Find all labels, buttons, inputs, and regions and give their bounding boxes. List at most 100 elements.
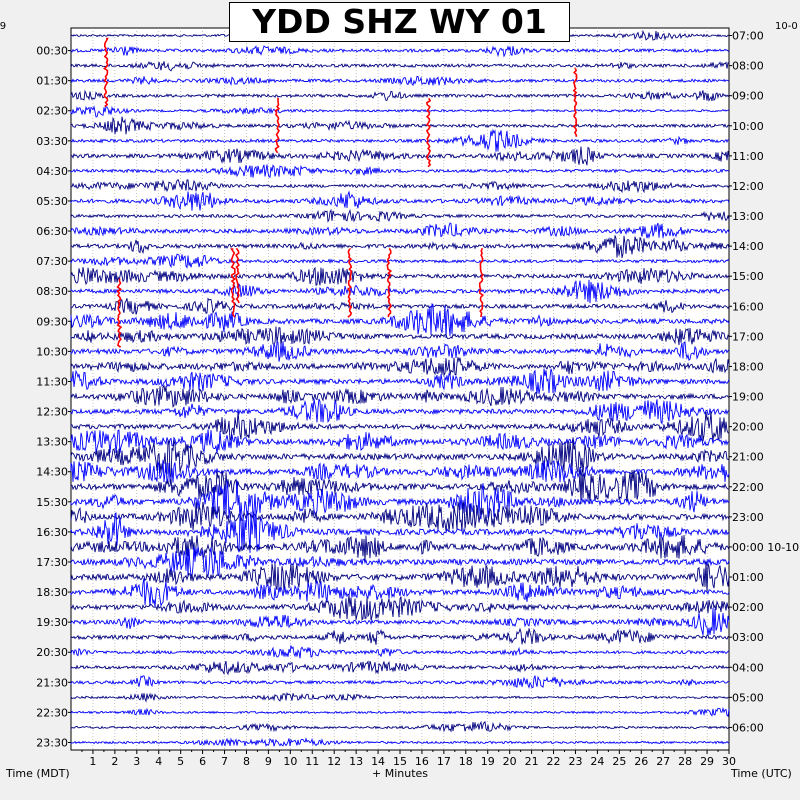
seismic-trace	[70, 660, 730, 676]
x-tick-label: 20	[503, 755, 517, 768]
x-tick-label: 23	[568, 755, 582, 768]
left-tick-label: 10:30	[36, 345, 68, 358]
right-tick-label: 04:00	[732, 661, 764, 674]
x-tick-label: 4	[155, 755, 162, 768]
seismic-trace	[70, 501, 730, 532]
x-tick-label: 10	[283, 755, 297, 768]
event-marker	[116, 278, 123, 348]
seismic-trace	[70, 128, 729, 152]
seismic-trace	[70, 75, 730, 87]
seismic-trace	[70, 429, 730, 454]
left-tick-label: 21:30	[36, 676, 68, 689]
event-markers	[103, 37, 578, 348]
left-tick-label: 07:30	[36, 255, 68, 268]
axis-tick-labels: 1 2 3 4 5 6 7 8 9 10 11 12 13 14 15 16 17 18 19 20 21 22 23 24 2…	[36, 30, 799, 768]
left-tick-label: 11:30	[36, 375, 68, 388]
right-axis-title: Time (UTC)	[731, 767, 792, 780]
seismic-trace	[70, 720, 730, 733]
left-tick-label: 06:30	[36, 225, 68, 238]
left-tick-label: 16:30	[36, 526, 68, 539]
x-tick-label: 3	[133, 755, 140, 768]
grid-lines	[92, 28, 708, 750]
seismic-trace	[70, 480, 730, 521]
seismic-trace	[70, 706, 730, 717]
right-tick-label: 10:00	[732, 120, 764, 133]
event-marker	[235, 248, 240, 304]
event-marker	[425, 97, 432, 168]
seismic-trace	[70, 368, 730, 395]
x-axis-title: + Minutes	[372, 767, 429, 780]
seismic-trace	[70, 190, 730, 211]
right-tick-label: 15:00	[732, 270, 764, 283]
seismic-trace	[70, 398, 730, 425]
seismic-trace	[70, 561, 730, 594]
left-tick-label: 04:30	[36, 165, 68, 178]
seismic-trace	[70, 164, 730, 178]
right-tick-label: 05:00	[732, 691, 764, 704]
right-tick-label: 01:00	[732, 571, 764, 584]
x-tick-label: 25	[612, 755, 626, 768]
x-tick-label: 16	[415, 755, 429, 768]
right-tick-label: 08:00	[732, 60, 764, 73]
seismic-trace	[70, 691, 730, 703]
seismic-trace	[70, 469, 730, 504]
right-tick-label: 06:00	[732, 721, 764, 734]
right-tick-label: 19:00	[732, 391, 764, 404]
left-tick-label: 17:30	[36, 556, 68, 569]
x-tick-label: 9	[265, 755, 272, 768]
left-tick-label: 22:30	[36, 706, 68, 719]
left-tick-label: 15:30	[36, 496, 68, 509]
right-tick-label: 00:00 10-10	[732, 541, 799, 554]
left-tick-label: 20:30	[36, 646, 68, 659]
chart-title: YDD SHZ WY 01	[229, 2, 570, 42]
seismic-trace	[70, 357, 730, 377]
right-tick-label: 16:00	[732, 300, 764, 313]
right-tick-label: 22:00	[732, 481, 764, 494]
left-tick-label: 05:30	[36, 195, 68, 208]
seismic-trace	[70, 222, 730, 240]
left-date-label: 2023-10-09	[0, 21, 7, 32]
seismic-trace	[70, 459, 730, 484]
seismic-trace	[70, 253, 730, 269]
event-marker	[274, 97, 281, 154]
seismic-trace	[70, 208, 730, 223]
x-tick-label: 29	[700, 755, 714, 768]
right-tick-label: 17:00	[732, 330, 764, 343]
x-tick-label: 12	[327, 755, 341, 768]
x-tick-label: 15	[393, 755, 407, 768]
left-tick-label: 12:30	[36, 406, 68, 419]
left-tick-label: 08:30	[36, 285, 68, 298]
seismic-trace	[70, 303, 730, 338]
seismic-trace	[70, 644, 730, 659]
event-marker	[386, 248, 393, 318]
left-axis-title: Time (MDT)	[6, 767, 70, 780]
seismic-trace	[70, 607, 730, 636]
seismic-trace	[70, 178, 730, 194]
event-marker	[103, 37, 109, 108]
event-marker	[572, 67, 578, 137]
x-tick-label: 18	[459, 755, 473, 768]
right-tick-label: 23:00	[732, 511, 764, 524]
event-marker	[478, 248, 485, 318]
x-tick-label: 2	[111, 755, 118, 768]
right-tick-label: 21:00	[732, 451, 764, 464]
seismic-trace	[70, 297, 730, 315]
x-tick-label: 19	[481, 755, 495, 768]
seismic-trace	[70, 105, 730, 118]
seismic-trace	[70, 737, 730, 747]
left-tick-label: 00:30	[36, 45, 68, 58]
seismic-trace	[70, 89, 730, 102]
right-tick-label: 12:00	[732, 180, 764, 193]
left-tick-label: 03:30	[36, 135, 68, 148]
x-tick-label: 14	[371, 755, 385, 768]
seismic-trace	[70, 279, 730, 304]
right-tick-label: 07:00	[732, 30, 764, 43]
seismic-trace	[70, 45, 730, 58]
left-tick-label: 19:30	[36, 616, 68, 629]
left-tick-label: 23:30	[36, 736, 68, 749]
right-tick-label: 02:00	[732, 601, 764, 614]
right-tick-label: 18:00	[732, 360, 764, 373]
x-tick-label: 30	[722, 755, 736, 768]
x-tick-label: 7	[221, 755, 228, 768]
